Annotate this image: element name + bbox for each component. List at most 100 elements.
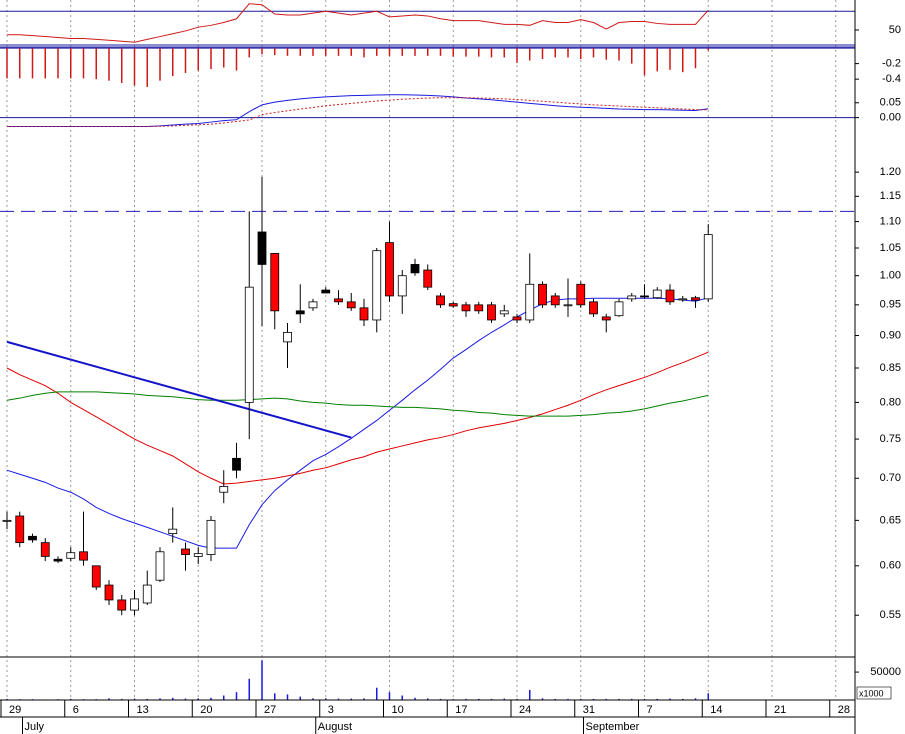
trendline bbox=[6, 340, 352, 439]
candle-body bbox=[691, 297, 700, 301]
candle-body bbox=[66, 552, 76, 559]
candle-body bbox=[334, 298, 343, 303]
candle-body bbox=[308, 301, 318, 309]
bar bbox=[146, 698, 148, 700]
candle-body bbox=[346, 301, 356, 309]
bar bbox=[618, 698, 620, 700]
bar bbox=[299, 696, 301, 700]
candle-body bbox=[499, 310, 509, 315]
bar bbox=[95, 48, 97, 80]
candle-body bbox=[2, 519, 12, 522]
candle-body bbox=[130, 598, 139, 611]
x-tick-label: 3 bbox=[328, 704, 334, 716]
bar bbox=[146, 48, 148, 87]
candle-body bbox=[436, 295, 445, 306]
y-tick-label: 1.10 bbox=[880, 215, 901, 227]
bar bbox=[554, 48, 556, 58]
bar bbox=[159, 698, 161, 700]
candle-body bbox=[703, 234, 713, 300]
bar bbox=[223, 695, 225, 700]
bar bbox=[248, 48, 250, 58]
y-tick-label: 1.00 bbox=[880, 270, 901, 282]
candle-body bbox=[181, 548, 190, 555]
bar bbox=[401, 695, 403, 700]
candle-body bbox=[15, 515, 25, 544]
x-tick-label: 7 bbox=[647, 704, 653, 716]
candle-body bbox=[91, 565, 101, 588]
x-tick-label: 6 bbox=[73, 704, 79, 716]
bar bbox=[427, 48, 429, 56]
bar bbox=[108, 48, 110, 81]
bar bbox=[299, 48, 301, 56]
x-tick-label: 10 bbox=[392, 704, 404, 716]
bar bbox=[388, 48, 391, 56]
bar bbox=[376, 48, 378, 56]
bar bbox=[439, 48, 442, 56]
candle-body bbox=[640, 295, 649, 298]
bar bbox=[694, 698, 697, 700]
y-tick-label: -0.4 bbox=[882, 73, 901, 85]
bar bbox=[605, 698, 607, 700]
bar bbox=[6, 48, 8, 79]
candle-body bbox=[474, 304, 484, 312]
candle-body bbox=[40, 542, 50, 557]
candle-body bbox=[525, 283, 535, 321]
bar bbox=[44, 48, 46, 79]
x-tick-label: 31 bbox=[583, 704, 595, 716]
y-tick-label: 0.75 bbox=[880, 433, 901, 445]
bar bbox=[656, 698, 658, 700]
bar bbox=[490, 48, 493, 58]
bar bbox=[529, 48, 531, 61]
bar bbox=[363, 698, 365, 700]
series-line bbox=[7, 97, 709, 128]
candle-body bbox=[385, 242, 394, 297]
bar bbox=[19, 48, 21, 79]
candle-body bbox=[117, 599, 127, 611]
bar bbox=[414, 48, 416, 56]
bar bbox=[121, 48, 123, 84]
candle-body bbox=[257, 231, 267, 265]
bar bbox=[6, 698, 8, 700]
candle-body bbox=[550, 295, 560, 306]
bar bbox=[682, 48, 684, 73]
bar bbox=[337, 698, 340, 700]
moving-average bbox=[6, 297, 709, 549]
y-tick-label: 0.65 bbox=[880, 514, 901, 526]
y-tick-label: 1.15 bbox=[880, 190, 901, 202]
candle-body bbox=[206, 519, 216, 555]
y-tick-label: 50000 bbox=[870, 666, 901, 678]
y-tick-label: 1.05 bbox=[880, 242, 901, 254]
bar bbox=[567, 48, 569, 58]
candle-body bbox=[142, 584, 152, 604]
y-tick-label: 0.05 bbox=[880, 97, 901, 109]
x-tick-label: 17 bbox=[455, 704, 467, 716]
bar bbox=[133, 698, 136, 700]
candle-body bbox=[563, 304, 573, 307]
bar bbox=[707, 48, 709, 51]
bar bbox=[337, 48, 340, 56]
bar bbox=[121, 698, 123, 700]
bar bbox=[580, 698, 582, 700]
bar bbox=[82, 48, 85, 79]
bar bbox=[452, 48, 454, 57]
candle-body bbox=[168, 528, 178, 535]
bar bbox=[210, 697, 212, 700]
x-tick-label: 24 bbox=[519, 704, 531, 716]
bar bbox=[541, 698, 544, 700]
y-tick-label: 0.55 bbox=[880, 609, 901, 621]
bar bbox=[682, 698, 684, 700]
bar bbox=[172, 48, 174, 77]
candle-body bbox=[512, 316, 522, 321]
bar bbox=[388, 692, 391, 700]
candle-body bbox=[487, 304, 496, 321]
bar bbox=[223, 48, 225, 68]
candle-body bbox=[652, 289, 662, 299]
y-tick-label: 0.90 bbox=[880, 329, 901, 341]
bar bbox=[350, 48, 352, 56]
bar bbox=[108, 698, 110, 700]
bar bbox=[401, 48, 403, 56]
bar bbox=[159, 48, 161, 81]
bar bbox=[312, 698, 314, 700]
x-tick-label: 20 bbox=[200, 704, 212, 716]
bar bbox=[414, 697, 416, 700]
